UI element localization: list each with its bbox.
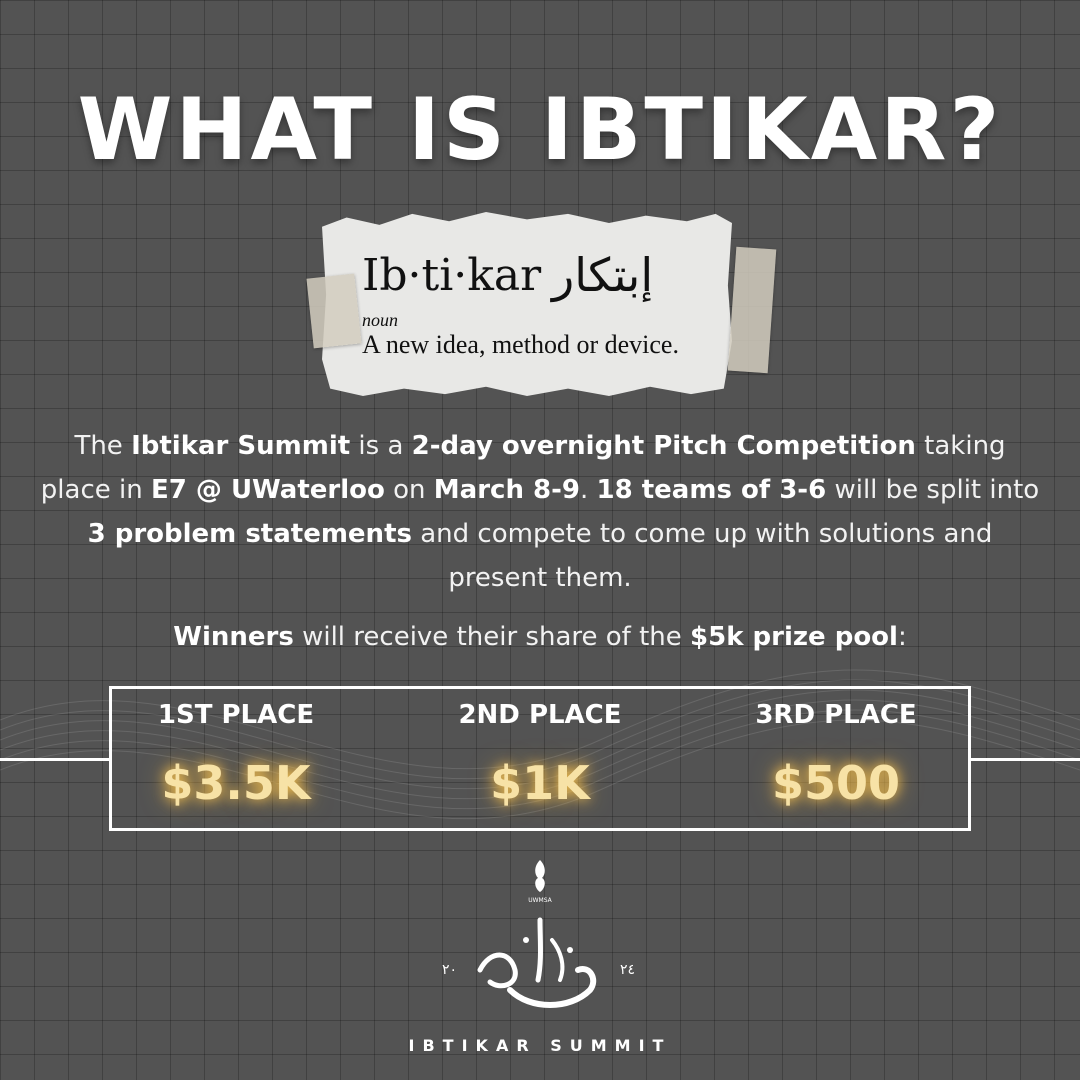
tape-right [727, 246, 777, 374]
event-description: The Ibtikar Summit is a 2-day overnight … [40, 431, 1040, 593]
svg-text:UWMSA: UWMSA [528, 897, 552, 904]
page-title: WHAT IS IBTIKAR? [77, 80, 1003, 180]
year-right: ٢٤ [620, 962, 636, 978]
brand-name: IBTIKAR SUMMIT [408, 1036, 672, 1055]
definition-paper [322, 212, 732, 396]
prize-box [109, 686, 971, 831]
definition-arabic: إبتكار [552, 248, 654, 302]
prize-place-2: 2ND PLACE [458, 700, 622, 730]
prize-amount-2: $1K [490, 756, 590, 810]
divider-line-right [970, 758, 1080, 761]
ibtikar-calligraphy-logo [477, 917, 597, 1008]
prize-amount-1: $3.5K [161, 756, 311, 810]
tape-left [306, 273, 362, 349]
prize-place-1: 1ST PLACE [157, 700, 315, 730]
definition-word: Ib·ti·kar [362, 250, 542, 301]
definition-part-of-speech: noun [362, 310, 398, 330]
prize-place-3: 3RD PLACE [755, 700, 917, 730]
definition-meaning: A new idea, method or device. [362, 330, 679, 359]
divider-line-left [0, 758, 110, 761]
year-left: ٢٠ [442, 962, 458, 978]
winners-text: Winners will receive their share of the … [173, 622, 907, 652]
prize-amount-3: $500 [771, 756, 901, 810]
uwmsa-logo-icon: UWMSA [528, 860, 553, 904]
